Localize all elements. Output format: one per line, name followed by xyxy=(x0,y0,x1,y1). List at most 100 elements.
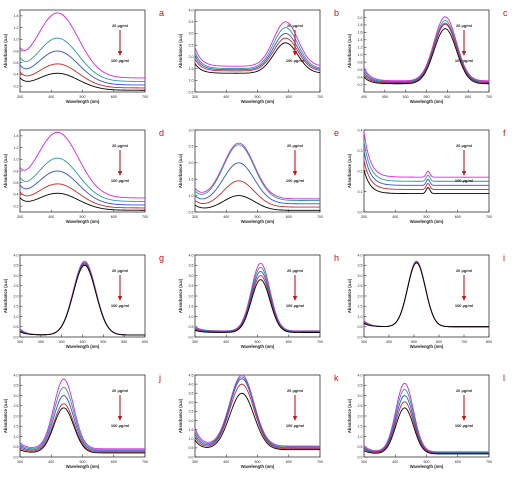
series-line xyxy=(19,395,145,452)
y-tick-label: 0.6 xyxy=(14,61,19,65)
series-line xyxy=(194,32,321,71)
conc-label-bottom: 100 µg/ml xyxy=(455,423,473,428)
series-line xyxy=(19,264,145,336)
y-tick-label: 1.5 xyxy=(189,178,194,182)
x-tick-label: 500 xyxy=(403,95,409,99)
y-tick-label: 2.0 xyxy=(189,55,194,59)
x-tick-label: 600 xyxy=(111,95,117,99)
y-tick-label: 1.0 xyxy=(358,435,363,439)
y-tick-label: 0.0 xyxy=(14,335,19,339)
y-tick-label: 0.0 xyxy=(358,455,363,459)
y-tick-label: 3.5 xyxy=(189,20,194,24)
y-tick-label: 4.5 xyxy=(189,373,194,377)
conc-label-bottom: 100 µg/ml xyxy=(455,58,473,63)
panel-letter: e xyxy=(334,128,339,138)
y-tick-label: 2.0 xyxy=(189,294,194,298)
x-axis-label: Wavelength (nm) xyxy=(66,219,100,224)
y-tick-label: 1.4 xyxy=(14,14,19,18)
conc-label-top: 20 µg/ml xyxy=(112,268,128,273)
series-line xyxy=(194,266,320,332)
y-tick-label: 2.5 xyxy=(14,404,19,408)
x-tick-label: 500 xyxy=(255,340,261,344)
arrow-head xyxy=(461,171,467,176)
series-line xyxy=(363,382,489,453)
series-line xyxy=(19,263,145,336)
series-line xyxy=(194,21,321,67)
conc-label-top: 20 µg/ml xyxy=(287,388,303,393)
arrow-head xyxy=(292,416,298,421)
x-tick-label: 400 xyxy=(392,215,398,219)
series-line xyxy=(19,407,145,454)
y-tick-label: 3.0 xyxy=(14,274,19,278)
x-axis-label: Wavelength (nm) xyxy=(66,99,100,104)
y-axis-label: Absorbance (a.u) xyxy=(178,278,183,313)
x-tick-label: 350 xyxy=(38,340,44,344)
series-line xyxy=(363,23,490,84)
y-axis-label: Absorbance (a.u) xyxy=(3,153,8,188)
x-tick-label: 300 xyxy=(192,95,198,99)
x-tick-label: 700 xyxy=(317,215,323,219)
series-line xyxy=(194,262,320,332)
series-line xyxy=(194,378,320,449)
x-tick-label: 600 xyxy=(286,95,292,99)
series-line xyxy=(19,387,145,451)
y-tick-label: 0.3 xyxy=(358,149,363,153)
y-tick-label: 0.5 xyxy=(189,446,194,450)
panel-letter: h xyxy=(334,253,339,263)
x-tick-label: 400 xyxy=(48,460,54,464)
y-tick-label: 1.0 xyxy=(358,53,363,57)
x-tick-label: 400 xyxy=(48,95,54,99)
conc-label-bottom: 100 µg/ml xyxy=(111,423,129,428)
x-tick-label: 300 xyxy=(17,215,23,219)
y-tick-label: 0.8 xyxy=(358,60,363,64)
series-line xyxy=(363,150,489,186)
conc-label-bottom: 100 µg/ml xyxy=(286,303,304,308)
series-line xyxy=(19,261,145,336)
y-tick-label: 1.0 xyxy=(14,38,19,42)
x-tick-label: 500 xyxy=(424,460,430,464)
conc-label-bottom: 100 µg/ml xyxy=(455,303,473,308)
x-tick-label: 450 xyxy=(80,340,86,344)
y-tick-label: 0.0 xyxy=(358,210,363,214)
panel-h: 300 400 500 600 700 0.0 0.5 1.0 1.5 2.0 2.5 3.0 3.5 4… xyxy=(178,253,339,349)
conc-label-bottom: 100 µg/ml xyxy=(111,58,129,63)
series-line xyxy=(194,279,320,333)
series-line xyxy=(19,72,145,91)
series-line xyxy=(19,131,145,199)
series-line xyxy=(19,12,145,79)
y-tick-label: 1.5 xyxy=(189,428,194,432)
series-line xyxy=(363,16,490,82)
y-tick-label: 2.0 xyxy=(358,414,363,418)
panel-letter: f xyxy=(503,128,506,138)
y-tick-label: 1.5 xyxy=(358,425,363,429)
y-tick-label: 3.0 xyxy=(189,401,194,405)
y-axis-label: Absorbance (a.u) xyxy=(347,153,352,188)
y-tick-label: 3.5 xyxy=(189,392,194,396)
y-tick-label: 3.5 xyxy=(358,384,363,388)
x-tick-label: 600 xyxy=(286,215,292,219)
y-tick-label: 1.4 xyxy=(14,134,19,138)
x-tick-label: 600 xyxy=(142,340,148,344)
arrow-head xyxy=(117,171,123,176)
x-tick-label: 500 xyxy=(80,95,86,99)
y-tick-label: 3.5 xyxy=(14,264,19,268)
y-tick-label: 1.6 xyxy=(358,31,363,35)
y-tick-label: 3.5 xyxy=(189,264,194,268)
series-line xyxy=(19,403,145,453)
y-tick-label: 1.5 xyxy=(14,305,19,309)
series-line xyxy=(363,141,489,182)
y-tick-label: 1.0 xyxy=(14,158,19,162)
y-tick-label: 1.0 xyxy=(189,437,194,441)
series-line xyxy=(19,192,145,211)
panel-c: 400 450 500 550 600 650 700 0.2 0.4 0.6 0.8 1.0 1.2 1… xyxy=(347,8,508,104)
x-tick-label: 500 xyxy=(411,340,417,344)
x-tick-label: 600 xyxy=(455,460,461,464)
y-tick-label: 1.2 xyxy=(358,46,363,50)
arrow-head xyxy=(461,51,467,56)
y-tick-label: 1.2 xyxy=(14,146,19,150)
conc-label-bottom: 100 µg/ml xyxy=(286,58,304,63)
y-tick-label: 2.5 xyxy=(189,145,194,149)
x-tick-label: 500 xyxy=(100,340,106,344)
panel-letter: c xyxy=(503,8,508,18)
y-tick-label: 1.0 xyxy=(14,435,19,439)
